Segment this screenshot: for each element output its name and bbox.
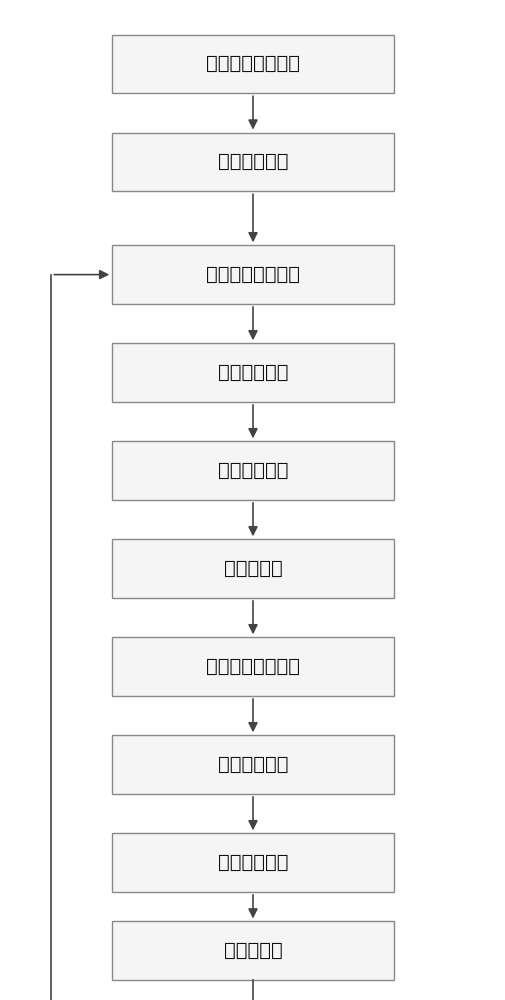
FancyBboxPatch shape [112, 132, 393, 191]
Text: 逆向位置更新: 逆向位置更新 [217, 853, 288, 872]
Text: 捷联惯导系统预热: 捷联惯导系统预热 [206, 54, 299, 73]
FancyBboxPatch shape [112, 833, 393, 892]
FancyBboxPatch shape [112, 441, 393, 500]
Text: 重新赋初值: 重新赋初值 [223, 559, 282, 578]
Text: 正向位置更新: 正向位置更新 [217, 461, 288, 480]
FancyBboxPatch shape [112, 245, 393, 304]
Text: 逆向速度更新: 逆向速度更新 [217, 755, 288, 774]
FancyBboxPatch shape [112, 735, 393, 794]
FancyBboxPatch shape [112, 637, 393, 696]
FancyBboxPatch shape [112, 35, 393, 93]
FancyBboxPatch shape [112, 539, 393, 598]
Text: 正向姿态矩阵更新: 正向姿态矩阵更新 [206, 265, 299, 284]
Text: 重新赋初值: 重新赋初值 [223, 941, 282, 960]
Text: 正向速度更新: 正向速度更新 [217, 363, 288, 382]
Text: 逆向姿态矩阵更新: 逆向姿态矩阵更新 [206, 657, 299, 676]
FancyBboxPatch shape [112, 343, 393, 402]
Text: 系统初始对准: 系统初始对准 [217, 152, 288, 171]
FancyBboxPatch shape [112, 921, 393, 980]
